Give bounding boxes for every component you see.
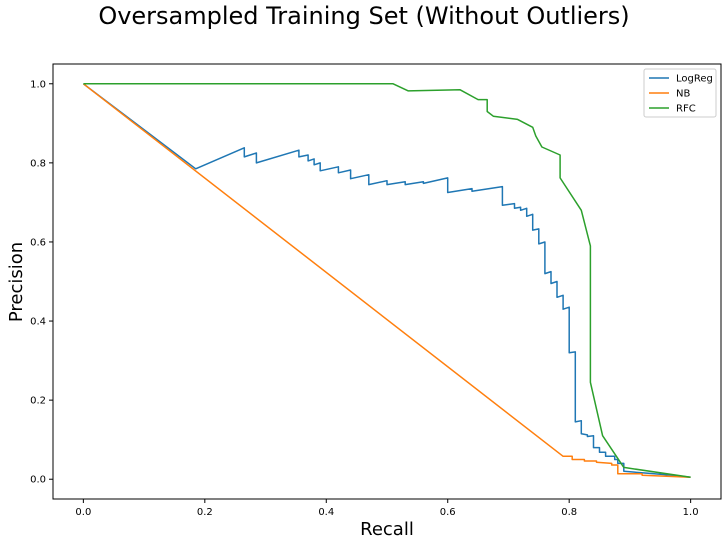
y-tick-label: 0.0	[30, 475, 46, 486]
x-tick-label: 0.4	[318, 507, 334, 518]
y-tick-label: 0.6	[30, 237, 46, 248]
y-axis-label: Precision	[6, 242, 27, 322]
legend-box	[643, 68, 717, 118]
series-line-rfc	[83, 83, 691, 479]
x-tick-label: 0.2	[197, 507, 213, 518]
x-tick-label: 1.0	[683, 507, 699, 518]
legend-label-rfc: RFC	[676, 104, 696, 115]
series-line-nb	[82, 83, 691, 479]
x-tick-label: 0.6	[440, 507, 456, 518]
x-tick-label: 0.8	[561, 507, 577, 518]
chart-title: Oversampled Training Set (Without Outlie…	[98, 2, 630, 30]
plot-frame	[52, 63, 722, 500]
legend-label-nb: NB	[676, 89, 690, 100]
y-tick-label: 0.2	[30, 396, 46, 407]
x-axis-label: Recall	[360, 519, 414, 540]
legend: LogReg NB RFC	[643, 68, 717, 118]
y-tick-label: 0.4	[30, 317, 46, 328]
y-tick-label: 0.8	[30, 158, 46, 169]
y-tick-label: 1.0	[30, 79, 46, 90]
legend-label-logreg: LogReg	[676, 74, 713, 85]
x-tick-label: 0.0	[75, 507, 91, 518]
series-line-logreg	[82, 83, 691, 479]
